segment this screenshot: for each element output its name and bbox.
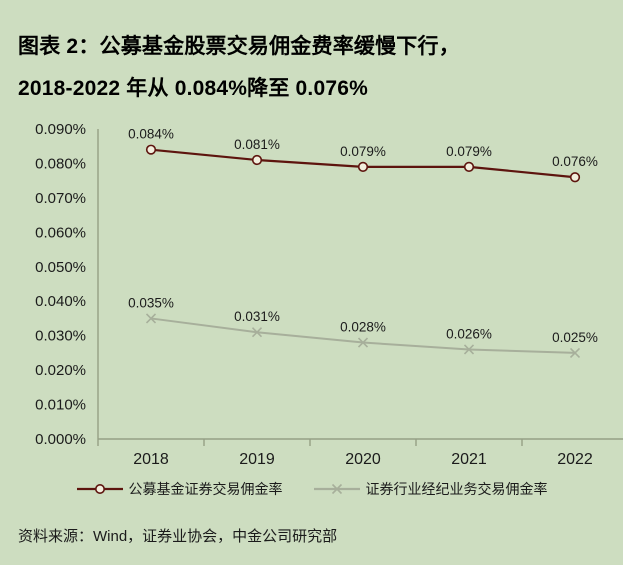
chart-text: 0.080% <box>35 155 86 172</box>
data-point-circle <box>357 161 369 172</box>
chart-legend: 公募基金证券交易佣金率 证券行业经纪业务交易佣金率 <box>0 478 623 500</box>
chart-text: 0.090% <box>35 121 86 138</box>
chart-text: 0.000% <box>35 431 86 448</box>
chart-text: 0.050% <box>35 259 86 276</box>
chart-text: 2021 <box>451 451 487 468</box>
chart-text: 0.035% <box>128 295 174 310</box>
chart-area: 0.000% 0.010% 0.020% 0.030% 0.040% 0.050% 0.06… <box>0 110 623 475</box>
chart-text: 0.030% <box>35 328 86 345</box>
source-note: 资料来源：Wind，证券业协会，中金公司研究部 <box>18 528 338 545</box>
series1-line-circle-marker-icon <box>76 484 123 494</box>
chart-title-line1: 图表 2：公募基金股票交易佣金费率缓慢下行， <box>18 35 460 58</box>
chart-text: 0.028% <box>340 320 386 335</box>
data-point-circle <box>569 172 581 183</box>
legend-item-industry-commission-rate: 证券行业经纪业务交易佣金率 <box>313 479 548 499</box>
chart-text: 2019 <box>239 451 275 468</box>
chart-text: 0.040% <box>35 293 86 310</box>
chart-text: 0.026% <box>446 326 492 341</box>
data-point-circle <box>145 144 157 155</box>
legend-item-fund-commission-rate: 公募基金证券交易佣金率 <box>76 479 283 499</box>
chart-text: 0.070% <box>35 190 86 207</box>
chart-text: 0.031% <box>234 309 280 324</box>
chart-text: 0.060% <box>35 224 86 241</box>
data-point-x <box>251 327 263 338</box>
chart-text: 0.020% <box>35 362 86 379</box>
chart-text: 0.025% <box>552 330 598 345</box>
chart-text: 0.079% <box>446 144 492 159</box>
chart-text: 0.081% <box>234 137 280 152</box>
data-point-x <box>463 344 475 355</box>
chart-text: 0.079% <box>340 144 386 159</box>
chart-text: 2018 <box>133 451 169 468</box>
data-point-x <box>569 347 581 358</box>
data-point-x <box>357 337 369 348</box>
series2-line-x-marker-icon <box>313 483 360 495</box>
data-point-x <box>145 313 157 324</box>
legend-circle-marker <box>94 484 105 494</box>
legend-label-series1: 公募基金证券交易佣金率 <box>128 481 283 497</box>
data-point-circle <box>463 161 475 172</box>
data-point-circle <box>251 154 263 166</box>
legend-label-series2: 证券行业经纪业务交易佣金率 <box>365 481 548 497</box>
chart-text: 2020 <box>345 451 381 468</box>
legend-x-marker <box>331 483 342 495</box>
chart-title-line2: 2018-2022 年从 0.084%降至 0.076% <box>18 77 368 100</box>
chart-title: 图表 2：公募基金股票交易佣金费率缓慢下行， 2018-2022 年从 0.08… <box>0 0 623 110</box>
chart-text: 0.076% <box>552 154 598 169</box>
chart-text: 0.010% <box>35 397 86 414</box>
chart-text: 0.084% <box>128 127 174 142</box>
chart-text: 2022 <box>557 451 593 468</box>
commission-rate-line-chart: 0.000% 0.010% 0.020% 0.030% 0.040% 0.050% 0.06… <box>35 121 623 468</box>
